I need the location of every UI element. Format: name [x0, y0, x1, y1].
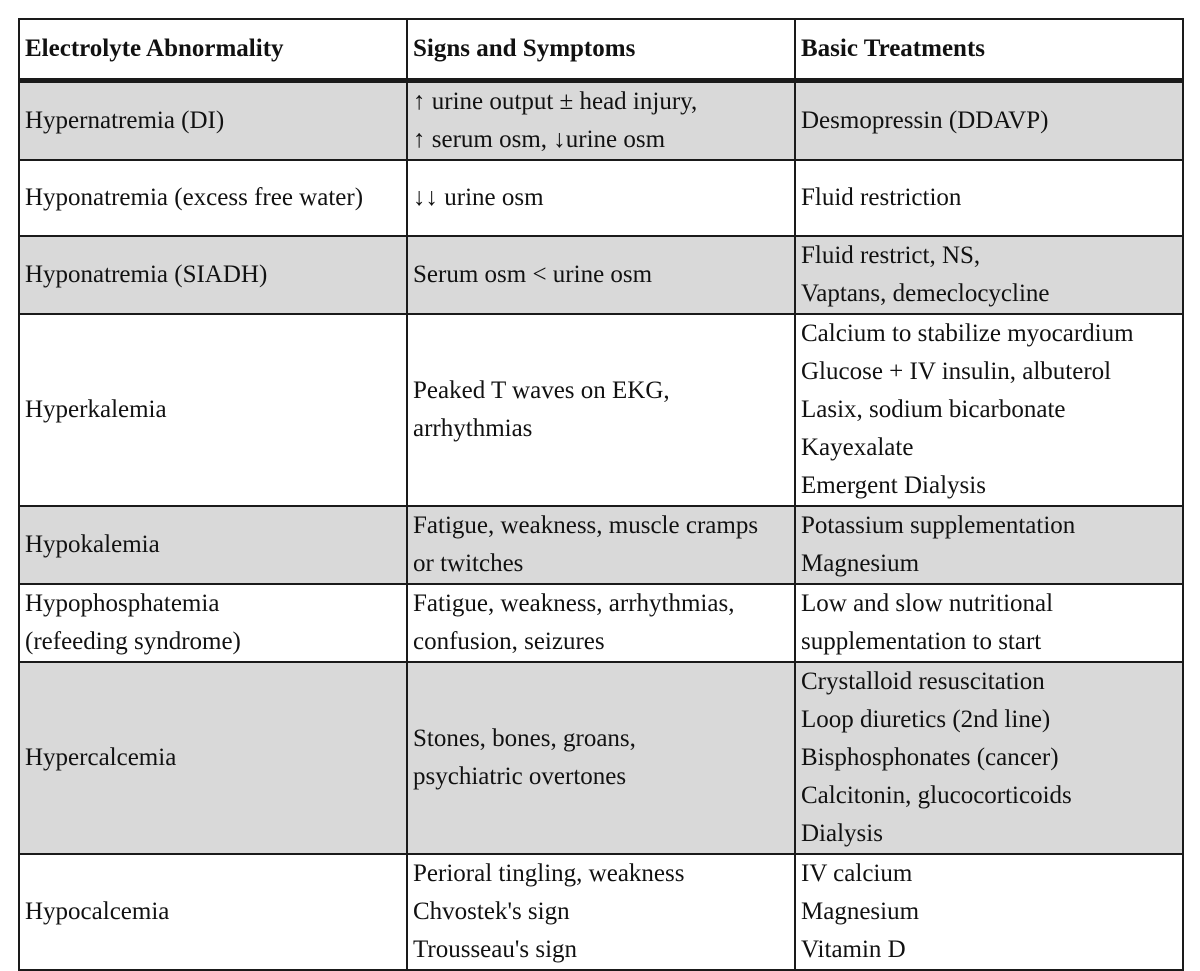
- cell-line: confusion, seizures: [413, 628, 605, 655]
- header-abnormality: Electrolyte Abnormality: [18, 18, 408, 83]
- table-row: Hypernatremia (DI) ↑ urine output ± head…: [18, 79, 1184, 161]
- signs-cell: ↓↓ urine osm: [406, 159, 796, 237]
- cell-line: Fluid restrict, NS,: [801, 242, 981, 269]
- signs-cell: ↑ urine output ± head injury, ↑ serum os…: [406, 79, 796, 161]
- header-row: Electrolyte Abnormality Signs and Sympto…: [18, 18, 1184, 83]
- cell-line: Hyperkalemia: [25, 396, 167, 423]
- treatments-cell: Crystalloid resuscitation Loop diuretics…: [794, 661, 1184, 855]
- treatments-cell: Fluid restriction: [794, 159, 1184, 237]
- cell-line: Fluid restriction: [801, 184, 962, 211]
- table-header: Electrolyte Abnormality Signs and Sympto…: [18, 18, 1184, 83]
- cell-line: Kayexalate: [801, 434, 914, 461]
- abnormality-cell: Hypercalcemia: [18, 661, 408, 855]
- treatments-cell: Desmopressin (DDAVP): [794, 79, 1184, 161]
- cell-line: Emergent Dialysis: [801, 472, 986, 499]
- cell-line: ↓↓ urine osm: [413, 184, 544, 211]
- cell-line: Glucose + IV insulin, albuterol: [801, 358, 1112, 385]
- table-row: Hyponatremia (excess free water) ↓↓ urin…: [18, 159, 1184, 237]
- signs-cell: Fatigue, weakness, arrhythmias, confusio…: [406, 583, 796, 663]
- abnormality-cell: Hypokalemia: [18, 505, 408, 585]
- treatments-cell: Fluid restrict, NS, Vaptans, demeclocycl…: [794, 235, 1184, 315]
- abnormality-cell: Hypernatremia (DI): [18, 79, 408, 161]
- signs-cell: Stones, bones, groans, psychiatric overt…: [406, 661, 796, 855]
- cell-line: or twitches: [413, 550, 524, 577]
- treatments-cell: IV calcium Magnesium Vitamin D: [794, 853, 1184, 971]
- table-row: Hyperkalemia Peaked T waves on EKG, arrh…: [18, 313, 1184, 507]
- cell-line: Fatigue, weakness, muscle cramps: [413, 512, 759, 539]
- abnormality-cell: Hyponatremia (SIADH): [18, 235, 408, 315]
- cell-line: Trousseau's sign: [413, 936, 578, 963]
- cell-line: Vitamin D: [801, 936, 906, 963]
- treatments-cell: Calcium to stabilize myocardium Glucose …: [794, 313, 1184, 507]
- cell-line: (refeeding syndrome): [25, 628, 241, 655]
- electrolyte-table: Electrolyte Abnormality Signs and Sympto…: [18, 18, 1184, 971]
- cell-line: Hypocalcemia: [25, 898, 170, 925]
- header-signs-symptoms: Signs and Symptoms: [406, 18, 796, 83]
- table-body: Hypernatremia (DI) ↑ urine output ± head…: [18, 79, 1184, 971]
- cell-line: Stones, bones, groans,: [413, 725, 636, 752]
- cell-line: arrhythmias: [413, 415, 533, 442]
- cell-line: Desmopressin (DDAVP): [801, 107, 1049, 134]
- treatments-cell: Potassium supplementation Magnesium: [794, 505, 1184, 585]
- cell-line: Bisphosphonates (cancer): [801, 744, 1059, 771]
- signs-cell: Perioral tingling, weakness Chvostek's s…: [406, 853, 796, 971]
- cell-line: IV calcium: [801, 860, 913, 887]
- cell-line: Hypophosphatemia: [25, 590, 220, 617]
- cell-line: Crystalloid resuscitation: [801, 668, 1045, 695]
- signs-cell: Fatigue, weakness, muscle cramps or twit…: [406, 505, 796, 585]
- cell-line: supplementation to start: [801, 628, 1042, 655]
- cell-line: Vaptans, demeclocycline: [801, 280, 1050, 307]
- cell-line: Magnesium: [801, 550, 920, 577]
- table-row: Hypocalcemia Perioral tingling, weakness…: [18, 853, 1184, 971]
- abnormality-cell: Hypocalcemia: [18, 853, 408, 971]
- cell-line: Hypernatremia (DI): [25, 107, 225, 134]
- cell-line: Dialysis: [801, 820, 883, 847]
- cell-line: Hypercalcemia: [25, 744, 177, 771]
- signs-cell: Serum osm < urine osm: [406, 235, 796, 315]
- cell-line: psychiatric overtones: [413, 763, 627, 790]
- cell-line: Low and slow nutritional: [801, 590, 1054, 617]
- cell-line: Chvostek's sign: [413, 898, 570, 925]
- cell-line: ↑ serum osm, ↓urine osm: [413, 126, 666, 153]
- table-row: Hypercalcemia Stones, bones, groans, psy…: [18, 661, 1184, 855]
- treatments-cell: Low and slow nutritional supplementation…: [794, 583, 1184, 663]
- abnormality-cell: Hypophosphatemia (refeeding syndrome): [18, 583, 408, 663]
- header-basic-treatments: Basic Treatments: [794, 18, 1184, 83]
- cell-line: Magnesium: [801, 898, 920, 925]
- table-row: Hyponatremia (SIADH) Serum osm < urine o…: [18, 235, 1184, 315]
- cell-line: Hyponatremia (SIADH): [25, 261, 268, 288]
- cell-line: Fatigue, weakness, arrhythmias,: [413, 590, 735, 617]
- cell-line: Hypokalemia: [25, 531, 160, 558]
- cell-line: Potassium supplementation: [801, 512, 1076, 539]
- table-row: Hypophosphatemia (refeeding syndrome) Fa…: [18, 583, 1184, 663]
- cell-line: Loop diuretics (2nd line): [801, 706, 1051, 733]
- cell-line: Lasix, sodium bicarbonate: [801, 396, 1066, 423]
- table-row: Hypokalemia Fatigue, weakness, muscle cr…: [18, 505, 1184, 585]
- abnormality-cell: Hyponatremia (excess free water): [18, 159, 408, 237]
- cell-line: ↑ urine output ± head injury,: [413, 88, 698, 115]
- cell-line: Peaked T waves on EKG,: [413, 377, 670, 404]
- abnormality-cell: Hyperkalemia: [18, 313, 408, 507]
- cell-line: Perioral tingling, weakness: [413, 860, 685, 887]
- signs-cell: Peaked T waves on EKG, arrhythmias: [406, 313, 796, 507]
- cell-line: Calcitonin, glucocorticoids: [801, 782, 1072, 809]
- cell-line: Serum osm < urine osm: [413, 261, 653, 288]
- cell-line: Hyponatremia (excess free water): [25, 184, 364, 211]
- cell-line: Calcium to stabilize myocardium: [801, 320, 1134, 347]
